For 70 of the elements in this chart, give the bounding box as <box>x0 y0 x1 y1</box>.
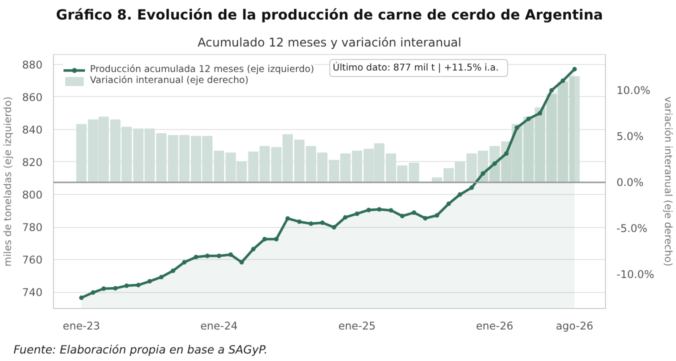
point <box>480 171 486 176</box>
point <box>366 208 371 212</box>
point <box>526 116 531 122</box>
point <box>90 290 96 295</box>
point <box>400 214 405 218</box>
point <box>354 211 360 216</box>
point <box>560 78 566 83</box>
x-tick-label: ene-23 <box>62 320 100 332</box>
point <box>377 207 382 212</box>
x-tick-label: ene-24 <box>200 320 238 332</box>
point <box>320 220 325 225</box>
y-tick-label: 760 <box>22 254 43 267</box>
point <box>538 111 542 116</box>
y-tick-label: 880 <box>22 58 43 72</box>
point <box>308 221 314 226</box>
point <box>262 236 267 242</box>
point <box>469 185 474 190</box>
point <box>458 192 462 197</box>
point <box>113 286 118 291</box>
y2-tick-label: -10.0% <box>616 268 654 281</box>
point <box>434 213 440 218</box>
y-tick-label: 800 <box>22 188 43 202</box>
x-tick-label: ene-25 <box>338 320 376 332</box>
legend-label: Variación interanual (eje derecho) <box>90 75 248 86</box>
y-tick-label: 740 <box>22 286 43 300</box>
point <box>194 254 198 260</box>
point <box>297 219 302 224</box>
point <box>239 260 244 265</box>
point <box>504 151 509 156</box>
point <box>101 286 106 291</box>
point <box>412 210 416 215</box>
y-tick-label: 840 <box>22 123 43 136</box>
point <box>285 216 290 221</box>
point <box>228 252 233 257</box>
point <box>79 296 84 300</box>
point <box>572 66 577 72</box>
chart-subtitle: Acumulado 12 meses y variación interanual <box>198 36 462 50</box>
point <box>423 216 428 221</box>
point <box>147 279 152 284</box>
legend-label: Producción acumulada 12 meses (eje izquierdo) <box>90 64 314 75</box>
y-tick-label: 820 <box>22 156 43 169</box>
x-tick-label: ene-26 <box>476 320 514 332</box>
point <box>446 202 451 206</box>
point <box>124 283 129 288</box>
point <box>182 260 187 265</box>
point <box>274 236 279 242</box>
annotation: Último dato: 877 mil t | +11.5% i.a. <box>332 62 499 74</box>
point <box>251 246 256 252</box>
y2-tick-label: 0.0% <box>616 176 644 189</box>
point <box>343 215 348 220</box>
y2-tick-label: 10.0% <box>616 84 650 97</box>
y-tick-label: 780 <box>22 221 43 234</box>
point <box>216 254 222 258</box>
point <box>388 208 394 213</box>
point <box>492 161 497 166</box>
point <box>549 88 554 93</box>
y2-tick-label: 5.0% <box>616 130 644 143</box>
chart-title: Gráfico 8. Evolución de la producción de carne de cerdo de Argentina <box>56 8 603 24</box>
y2-axis-title: variación interanual (eje derecho) <box>662 96 674 266</box>
y-tick-label: 860 <box>22 90 43 104</box>
point <box>159 274 164 280</box>
point <box>170 268 176 273</box>
y-axis-title: miles de toneladas (eje izquierdo) <box>3 96 14 266</box>
point <box>205 254 210 258</box>
point <box>514 126 520 130</box>
point <box>136 282 141 288</box>
y2-tick-label: -5.0% <box>616 222 648 235</box>
source-note: Fuente: Elaboración propia en base a SAGyP. <box>14 342 268 356</box>
x-tick-label: ago-26 <box>556 320 594 332</box>
point <box>332 225 336 230</box>
